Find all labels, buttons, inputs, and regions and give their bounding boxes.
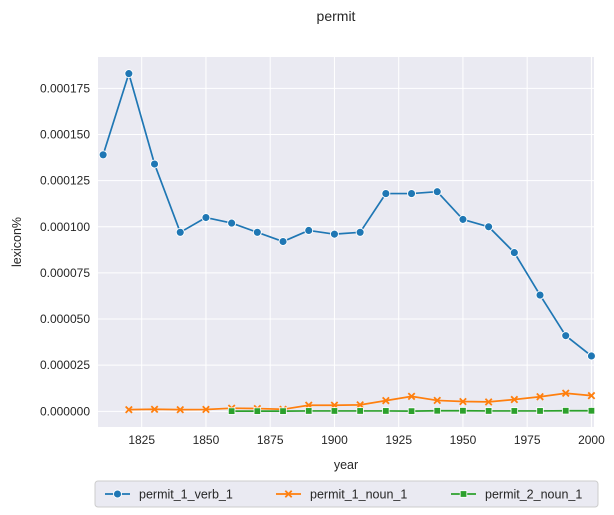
legend-label: permit_2_noun_1 (485, 488, 582, 502)
data-point (536, 392, 544, 401)
data-point (407, 392, 416, 401)
x-tick-label: 1825 (128, 433, 155, 447)
data-point (305, 407, 313, 415)
data-point (150, 159, 159, 169)
legend-box (94, 480, 599, 508)
data-point (202, 405, 210, 414)
y-tick-label: 0.000175 (40, 81, 90, 95)
data-point (279, 407, 287, 415)
chart-title: permit (317, 8, 356, 24)
legend-item: permit_2_noun_1 (451, 488, 582, 502)
x-axis-label: year (334, 458, 358, 472)
x-tick-label: 2000 (578, 433, 605, 447)
data-point (381, 396, 390, 405)
series-layer (98, 69, 596, 415)
data-point (227, 407, 236, 415)
data-point (536, 407, 544, 415)
data-point (407, 407, 416, 415)
data-point (124, 69, 134, 79)
y-tick-label: 0.000100 (40, 220, 90, 234)
data-point (458, 214, 468, 224)
legend-marker (459, 490, 468, 498)
legend: permit_1_verb_1 permit_1_noun_1 permit_2_n… (94, 480, 599, 508)
y-tick-label: 0.000075 (40, 266, 90, 280)
data-point (125, 405, 133, 414)
data-point (355, 227, 365, 237)
data-point (459, 407, 467, 415)
x-tick-label: 1925 (385, 433, 412, 447)
legend-marker (113, 489, 122, 499)
series-permit_2_noun_1 (227, 407, 596, 415)
data-point (587, 407, 596, 415)
data-point (330, 407, 339, 415)
data-point (278, 237, 288, 246)
data-point (329, 229, 339, 239)
data-point (227, 218, 237, 228)
data-point (433, 407, 441, 415)
x-tick-label: 1875 (257, 433, 284, 447)
data-point (356, 401, 364, 409)
data-point (433, 396, 442, 405)
data-point (561, 389, 570, 398)
data-point (304, 226, 314, 235)
data-point (407, 189, 416, 199)
plot-area (98, 57, 594, 427)
y-tick-label: 0.000050 (40, 312, 90, 326)
grid-lines (98, 57, 594, 427)
x-tick-label: 1900 (321, 433, 348, 447)
data-point (176, 405, 185, 414)
data-point (510, 407, 519, 415)
x-tick-label: 1850 (193, 433, 220, 447)
data-point (175, 227, 185, 237)
data-point (484, 222, 494, 232)
data-point (98, 150, 108, 160)
data-point (535, 290, 545, 300)
data-point (150, 405, 159, 414)
data-point (252, 227, 262, 237)
data-point (201, 213, 211, 222)
data-point (484, 407, 493, 415)
data-point (432, 187, 442, 197)
legend-item: permit_1_verb_1 (105, 488, 233, 502)
data-point (587, 391, 596, 400)
data-point (381, 189, 391, 199)
series-permit_1_verb_1 (98, 69, 596, 361)
data-point (382, 407, 390, 415)
y-axis-label: lexicon% (10, 217, 24, 267)
y-tick-label: 0.000125 (40, 174, 90, 188)
legend-item: permit_1_noun_1 (276, 488, 407, 502)
y-axis-ticks: 0.000000 0.000025 0.000050 0.000075 0.000100… (40, 81, 90, 418)
legend-label: permit_1_noun_1 (310, 488, 407, 502)
data-point (253, 407, 262, 415)
x-tick-label: 1975 (514, 433, 541, 447)
data-point (484, 398, 493, 406)
legend-marker (284, 490, 293, 498)
data-point (356, 407, 364, 415)
data-point (586, 351, 596, 361)
data-point (510, 395, 519, 404)
data-point (509, 248, 519, 258)
y-tick-label: 0.000025 (40, 358, 90, 372)
series-line (102, 72, 592, 357)
data-point (459, 397, 467, 406)
x-tick-label: 1950 (450, 433, 477, 447)
legend-label: permit_1_verb_1 (139, 488, 233, 502)
x-axis-ticks: 1825 1850 1875 1900 1925 1950 1975 2000 (128, 433, 605, 447)
y-tick-label: 0.000000 (40, 404, 90, 418)
y-tick-label: 0.000150 (40, 128, 90, 142)
data-point (562, 407, 570, 415)
data-point (561, 331, 571, 341)
